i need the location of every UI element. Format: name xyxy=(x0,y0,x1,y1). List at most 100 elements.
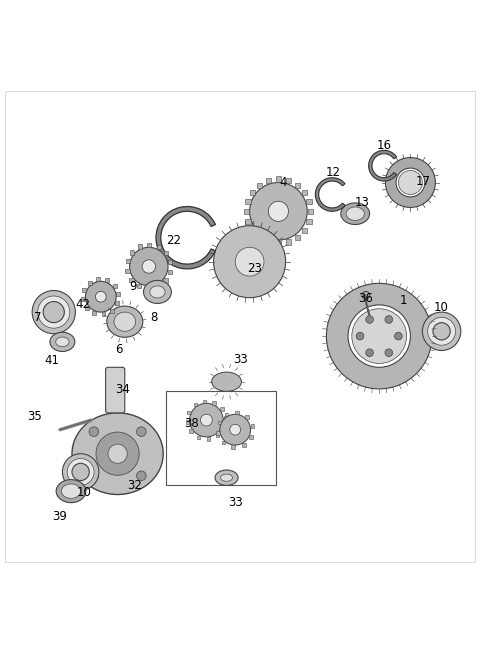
Circle shape xyxy=(398,170,422,195)
Text: 10: 10 xyxy=(434,301,449,314)
Text: 10: 10 xyxy=(77,486,91,499)
FancyBboxPatch shape xyxy=(306,219,312,224)
Circle shape xyxy=(89,427,99,436)
FancyBboxPatch shape xyxy=(197,436,200,439)
FancyBboxPatch shape xyxy=(266,239,271,245)
Ellipse shape xyxy=(215,470,238,485)
Text: 42: 42 xyxy=(75,298,90,311)
Wedge shape xyxy=(156,206,216,269)
FancyBboxPatch shape xyxy=(193,403,197,406)
FancyBboxPatch shape xyxy=(236,411,239,414)
FancyBboxPatch shape xyxy=(257,234,262,240)
Ellipse shape xyxy=(107,306,143,338)
Circle shape xyxy=(230,424,240,435)
Text: 36: 36 xyxy=(359,292,373,305)
Text: 39: 39 xyxy=(53,509,67,522)
FancyBboxPatch shape xyxy=(110,309,114,313)
FancyBboxPatch shape xyxy=(245,219,251,224)
FancyBboxPatch shape xyxy=(129,278,133,282)
Circle shape xyxy=(385,315,393,323)
Circle shape xyxy=(130,247,168,286)
FancyBboxPatch shape xyxy=(295,183,300,188)
Circle shape xyxy=(62,454,99,490)
Circle shape xyxy=(366,349,373,357)
Circle shape xyxy=(37,296,70,328)
Ellipse shape xyxy=(72,413,163,494)
FancyBboxPatch shape xyxy=(163,278,168,283)
Circle shape xyxy=(433,323,450,340)
FancyBboxPatch shape xyxy=(231,445,235,449)
FancyBboxPatch shape xyxy=(147,242,152,247)
Circle shape xyxy=(250,182,307,240)
Wedge shape xyxy=(315,178,345,212)
Circle shape xyxy=(142,260,156,273)
Circle shape xyxy=(395,332,402,340)
FancyBboxPatch shape xyxy=(250,190,255,195)
Text: 16: 16 xyxy=(376,138,392,151)
FancyBboxPatch shape xyxy=(306,199,312,204)
FancyBboxPatch shape xyxy=(156,284,160,289)
Ellipse shape xyxy=(56,479,86,503)
Circle shape xyxy=(428,317,456,345)
FancyBboxPatch shape xyxy=(146,286,150,291)
FancyBboxPatch shape xyxy=(113,284,117,287)
Text: 17: 17 xyxy=(416,175,431,188)
Ellipse shape xyxy=(150,286,165,298)
Text: 38: 38 xyxy=(185,417,199,430)
FancyBboxPatch shape xyxy=(85,306,89,310)
FancyBboxPatch shape xyxy=(224,417,227,420)
Text: 23: 23 xyxy=(247,263,262,276)
Ellipse shape xyxy=(221,474,232,481)
Text: 13: 13 xyxy=(355,196,370,209)
FancyBboxPatch shape xyxy=(88,281,92,285)
Circle shape xyxy=(352,309,407,364)
Circle shape xyxy=(136,471,146,481)
Circle shape xyxy=(136,427,146,436)
Text: 1: 1 xyxy=(399,294,407,307)
Text: 35: 35 xyxy=(27,410,42,423)
FancyBboxPatch shape xyxy=(302,227,307,233)
FancyBboxPatch shape xyxy=(106,278,109,282)
Circle shape xyxy=(67,458,94,485)
FancyBboxPatch shape xyxy=(216,432,220,435)
FancyBboxPatch shape xyxy=(286,178,291,183)
Circle shape xyxy=(201,414,212,426)
FancyBboxPatch shape xyxy=(92,311,96,315)
FancyBboxPatch shape xyxy=(266,178,271,183)
Text: 8: 8 xyxy=(150,311,157,325)
FancyBboxPatch shape xyxy=(206,438,210,441)
Text: 4: 4 xyxy=(279,176,287,189)
Text: 41: 41 xyxy=(44,354,60,366)
FancyBboxPatch shape xyxy=(302,190,307,195)
FancyBboxPatch shape xyxy=(83,289,86,292)
Circle shape xyxy=(366,315,373,323)
Text: 22: 22 xyxy=(166,234,181,247)
Circle shape xyxy=(356,332,364,340)
Circle shape xyxy=(96,291,106,302)
FancyBboxPatch shape xyxy=(186,421,189,424)
Circle shape xyxy=(85,281,116,312)
FancyBboxPatch shape xyxy=(106,367,125,413)
Text: 9: 9 xyxy=(130,280,137,293)
Circle shape xyxy=(43,302,64,323)
FancyBboxPatch shape xyxy=(257,183,262,188)
Circle shape xyxy=(235,247,264,276)
FancyBboxPatch shape xyxy=(96,278,100,281)
Ellipse shape xyxy=(212,372,241,391)
FancyBboxPatch shape xyxy=(81,298,85,301)
Circle shape xyxy=(362,291,370,299)
FancyBboxPatch shape xyxy=(245,415,249,419)
Ellipse shape xyxy=(114,312,136,331)
FancyBboxPatch shape xyxy=(126,259,130,263)
FancyBboxPatch shape xyxy=(117,292,120,296)
Circle shape xyxy=(72,463,89,481)
Text: 34: 34 xyxy=(115,383,130,396)
Circle shape xyxy=(108,444,127,463)
FancyBboxPatch shape xyxy=(187,411,191,414)
Text: 6: 6 xyxy=(115,343,123,356)
FancyBboxPatch shape xyxy=(220,407,224,411)
FancyBboxPatch shape xyxy=(276,241,281,246)
FancyBboxPatch shape xyxy=(189,430,193,433)
Bar xyxy=(166,391,276,485)
FancyBboxPatch shape xyxy=(242,443,246,447)
